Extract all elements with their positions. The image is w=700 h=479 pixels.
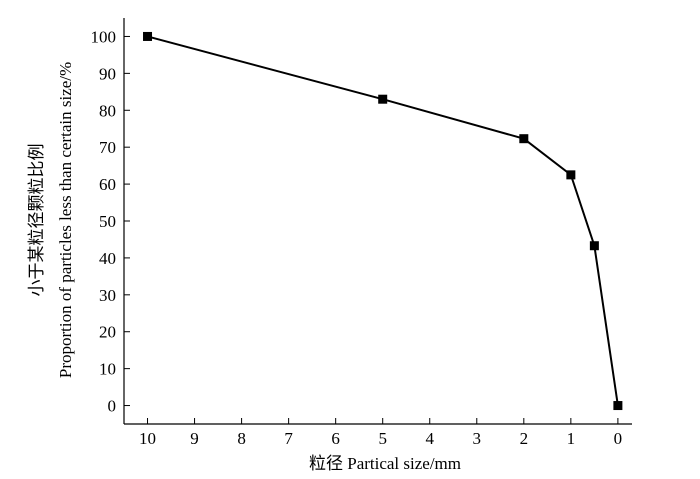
x-tick-label: 6 — [331, 429, 340, 448]
y-axis-label-line2: Proportion of particles less than certai… — [56, 62, 75, 378]
y-tick-label: 90 — [99, 64, 116, 83]
y-tick-label: 40 — [99, 249, 116, 268]
x-tick-label: 8 — [237, 429, 246, 448]
x-ticks: 10 9 8 7 6 5 4 3 2 1 0 — [139, 418, 622, 448]
y-tick-label: 80 — [99, 101, 116, 120]
y-tick-label: 10 — [99, 360, 116, 379]
y-tick-label: 0 — [108, 397, 117, 416]
y-ticks: 0 10 20 30 40 50 60 70 80 90 100 — [91, 27, 130, 416]
data-point-marker — [613, 401, 623, 411]
y-axis-label-line1: 小于某粒径颗粒比例 — [27, 144, 46, 297]
y-tick-label: 50 — [99, 212, 116, 231]
x-tick-label: 4 — [425, 429, 434, 448]
series-line — [147, 35, 619, 406]
series — [143, 31, 623, 411]
x-tick-label: 3 — [473, 429, 482, 448]
x-axis-label: 粒径 Partical size/mm — [309, 454, 461, 473]
data-point-marker — [589, 241, 599, 251]
x-tick-label: 0 — [614, 429, 623, 448]
x-tick-label: 9 — [190, 429, 199, 448]
y-tick-label: 70 — [99, 138, 116, 157]
data-point-marker — [566, 170, 576, 180]
x-tick-label: 10 — [139, 429, 156, 448]
x-tick-label: 2 — [520, 429, 529, 448]
data-point-marker — [143, 31, 153, 41]
data-point-marker — [519, 134, 529, 144]
data-point-marker — [378, 94, 388, 104]
y-tick-label: 60 — [99, 175, 116, 194]
x-tick-label: 5 — [378, 429, 387, 448]
y-tick-label: 20 — [99, 323, 116, 342]
x-tick-label: 7 — [284, 429, 293, 448]
axes — [123, 18, 632, 425]
y-tick-label: 30 — [99, 286, 116, 305]
y-tick-label: 100 — [91, 27, 117, 46]
x-tick-label: 1 — [567, 429, 576, 448]
